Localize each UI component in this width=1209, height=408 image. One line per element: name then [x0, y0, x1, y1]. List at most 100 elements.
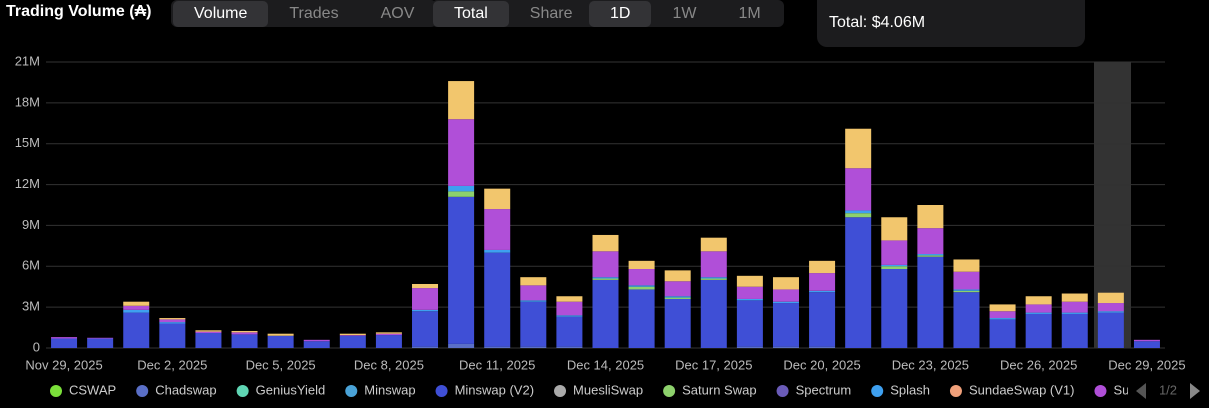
bar-segment — [195, 330, 222, 332]
bar-segment — [1097, 312, 1124, 348]
toggle-button[interactable]: Trades — [289, 5, 339, 22]
bar-segment — [628, 286, 655, 290]
toggle-button[interactable]: 1W — [672, 5, 697, 22]
toggle-group: Volume Trades AOV — [171, 0, 438, 27]
bar-segment — [700, 279, 727, 348]
legend-swatch — [871, 385, 884, 397]
bar-segment — [412, 309, 439, 312]
toggle-button[interactable]: Share — [529, 5, 573, 22]
bar-segment — [1133, 339, 1160, 342]
bar-segment — [809, 260, 836, 274]
tooltip: Total: $4.06M — [817, 0, 1085, 47]
legend-swatch — [136, 385, 149, 397]
legend-label: CSWAP — [69, 382, 116, 397]
bar-segment — [809, 290, 836, 293]
bar-segment — [556, 315, 583, 317]
legend-swatch — [435, 385, 448, 397]
y-tick-label: 9M — [22, 217, 40, 232]
legend-label: SundaeSwap (V1) — [969, 382, 1075, 397]
bar-segment — [520, 277, 547, 286]
next-page[interactable] — [1190, 383, 1200, 399]
bar-segment — [1097, 311, 1124, 313]
bar-segment — [700, 251, 727, 278]
bar-segment — [123, 309, 150, 313]
chart-title: Trading Volume (₳) — [6, 3, 152, 20]
bar-segment — [448, 119, 475, 186]
bar-segment — [592, 278, 619, 280]
toggle-button[interactable]: Total — [433, 1, 509, 27]
bar-segment — [881, 266, 908, 270]
bar-segment — [51, 337, 78, 339]
bar-segment — [592, 277, 619, 279]
bar-segment — [339, 333, 366, 336]
legend-swatch — [663, 385, 676, 397]
bar-segment — [1061, 293, 1088, 302]
bar-segment — [1097, 292, 1124, 304]
bar-segment — [556, 346, 583, 348]
bar-segment — [412, 346, 439, 348]
bar-segment — [772, 277, 799, 290]
toggle-button[interactable]: AOV — [380, 5, 415, 22]
bar-segment — [1025, 304, 1052, 313]
bar-segment — [628, 269, 655, 286]
bar-segment — [195, 331, 222, 334]
legend-label: GeniusYield — [256, 382, 326, 397]
bar-segment — [412, 288, 439, 310]
bar-segment — [628, 285, 655, 287]
bar-segment — [772, 303, 799, 347]
bar-segment — [1133, 341, 1160, 348]
bar-segment — [881, 264, 908, 267]
legend-label: Spectrum — [796, 382, 852, 397]
bar-segment — [736, 298, 763, 301]
bar-segment — [448, 81, 475, 120]
bar-segment — [448, 343, 475, 348]
toggle-button[interactable]: 1M — [738, 5, 761, 22]
legend-label: Su — [1113, 382, 1129, 397]
bar-segment — [123, 301, 150, 306]
bar-segment — [592, 251, 619, 278]
bar-segment — [953, 271, 980, 290]
x-tick-label: Dec 26, 2025 — [1000, 357, 1077, 372]
bar-segment — [664, 281, 691, 297]
bar-segment — [1097, 303, 1124, 312]
pager: 1/2 — [1159, 382, 1177, 397]
prev-page[interactable] — [1136, 383, 1146, 399]
toggle-group: 1D 1W 1M — [587, 0, 784, 27]
bar-segment — [159, 323, 186, 348]
legend-swatch — [50, 385, 62, 397]
x-tick-label: Nov 29, 2025 — [25, 357, 102, 372]
bar-segment — [917, 254, 944, 256]
bar-segment — [953, 259, 980, 272]
bar-segment — [339, 335, 366, 348]
bar-segment — [123, 312, 150, 348]
y-tick-label: 6M — [22, 258, 40, 273]
bar-segment — [628, 260, 655, 270]
legend-label: MuesliSwap — [573, 382, 643, 397]
x-tick-label: Dec 23, 2025 — [892, 357, 969, 372]
bar-segment — [484, 209, 511, 250]
bar-segment — [989, 319, 1016, 348]
bar-segment — [772, 301, 799, 304]
y-tick-label: 0 — [33, 339, 40, 354]
bar-segment — [159, 318, 186, 320]
legend-swatch — [776, 385, 789, 397]
bar-segment — [700, 278, 727, 280]
x-tick-label: Dec 11, 2025 — [459, 357, 535, 372]
y-tick-label: 12M — [15, 176, 40, 191]
toggle-button[interactable]: 1D — [589, 1, 652, 27]
bar-segment — [1025, 313, 1052, 348]
legend-label: Chadswap — [155, 382, 216, 397]
bar-segment — [809, 273, 836, 291]
bar-segment — [231, 330, 258, 333]
bar-segment — [628, 289, 655, 348]
legend-swatch — [949, 385, 962, 397]
bar-segment — [520, 301, 547, 347]
bar-segment — [159, 319, 186, 323]
bar-segment — [123, 305, 150, 310]
legend-label: Saturn Swap — [682, 382, 756, 397]
toggle-button[interactable]: Volume — [173, 1, 269, 27]
bar-segment — [917, 255, 944, 257]
bar-segment — [267, 335, 294, 348]
